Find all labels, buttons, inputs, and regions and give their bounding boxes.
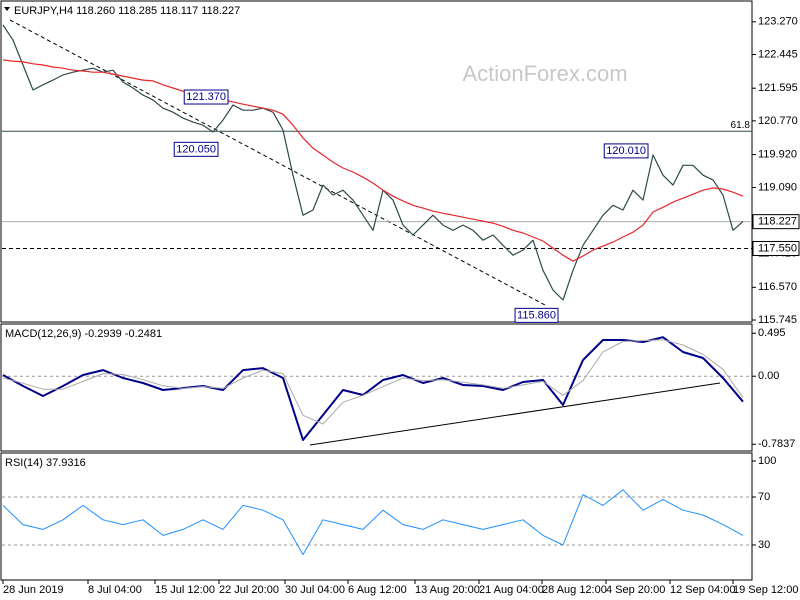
x-tick-label: 28 Aug 12:00 <box>542 584 607 596</box>
y-tick-label: 0.495 <box>758 327 786 339</box>
price-label-box <box>752 214 800 230</box>
trend-line <box>9 19 546 306</box>
x-tick-label: 8 Jul 04:00 <box>88 584 142 596</box>
x-tick-label: 4 Sep 20:00 <box>606 584 665 596</box>
y-tick-label: 70 <box>758 491 770 503</box>
annotation-box <box>514 307 559 323</box>
y-tick-label: 0.00 <box>758 370 779 382</box>
panel-title: MACD(12,26,9) -0.2939 -0.2481 <box>5 328 162 340</box>
annotation-box <box>183 89 229 105</box>
y-tick-label: 121.595 <box>758 82 798 94</box>
series-line <box>2 336 744 441</box>
watermark: ActionForex.com <box>462 61 627 86</box>
panel-frame <box>0 0 753 323</box>
annotation-label: 121.370 <box>186 91 226 103</box>
panel-frame <box>0 452 753 581</box>
price-label: 118.227 <box>758 216 797 228</box>
annotation-box <box>603 143 649 159</box>
trend-line <box>309 382 721 446</box>
fib-label: 61.8 <box>731 120 751 131</box>
y-tick-label: 30 <box>758 539 770 551</box>
x-tick-label: 12 Sep 04:00 <box>670 584 735 596</box>
x-tick-label: 6 Aug 12:00 <box>348 584 407 596</box>
y-tick-label: 115.745 <box>758 314 797 326</box>
panel-title: RSI(14) 37.9316 <box>5 457 86 469</box>
y-tick-label: -0.7837 <box>758 438 795 450</box>
y-tick-label: 119.090 <box>758 181 797 193</box>
x-tick-label: 21 Aug 04:00 <box>479 584 544 596</box>
menu-icon <box>4 7 10 11</box>
series-line <box>2 339 744 425</box>
panel-frame <box>0 323 753 452</box>
y-tick-label: 120.770 <box>758 115 798 127</box>
series-line <box>2 24 744 301</box>
series-line <box>2 59 744 262</box>
x-tick-label: 22 Jul 20:00 <box>219 584 279 596</box>
y-tick-label: 119.920 <box>758 148 797 160</box>
x-tick-label: 13 Aug 20:00 <box>415 584 480 596</box>
x-tick-label: 28 Jun 2019 <box>3 584 64 596</box>
annotation-label: 120.050 <box>176 143 216 155</box>
annotation-box <box>173 141 219 157</box>
y-tick-label: 122.445 <box>758 48 798 60</box>
annotation-label: 115.860 <box>517 309 556 321</box>
price-label-box <box>752 240 800 256</box>
x-tick-label: 30 Jul 04:00 <box>285 584 345 596</box>
y-tick-label: 116.570 <box>758 281 797 293</box>
y-tick-label: 100 <box>758 455 776 467</box>
panel-title: EURJPY,H4 118.260 118.285 118.117 118.22… <box>14 5 240 17</box>
annotation-label: 120.010 <box>606 145 646 157</box>
y-tick-label: 123.270 <box>758 16 798 28</box>
series-line <box>2 489 744 556</box>
x-tick-label: 15 Jul 12:00 <box>155 584 215 596</box>
x-tick-label: 19 Sep 12:00 <box>733 584 798 596</box>
price-label: 117.550 <box>758 242 797 254</box>
